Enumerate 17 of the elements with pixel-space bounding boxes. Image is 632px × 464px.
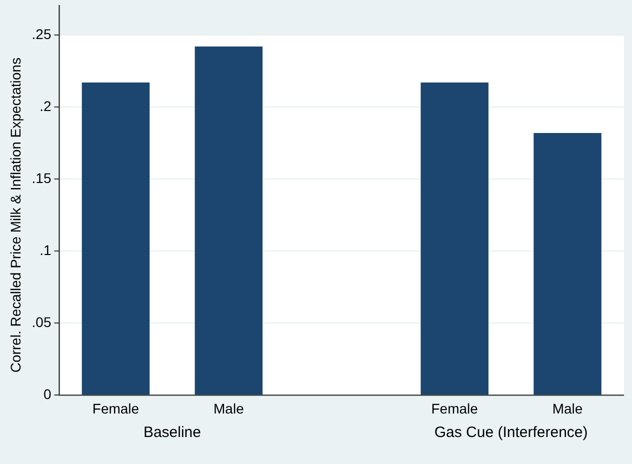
x-tick-label: Male (552, 400, 583, 416)
bar (534, 132, 602, 395)
y-tick-label: .05 (32, 314, 52, 330)
y-tick-label: .15 (32, 170, 52, 186)
bar (82, 82, 150, 395)
y-tick-label: 0 (43, 386, 52, 402)
x-tick-label: Female (431, 400, 478, 416)
y-axis-title: Correl. Recalled Price Milk & Inflation Expectations (7, 58, 24, 373)
text: Gas Cue (Interference) (434, 424, 588, 441)
y-tick-label: .25 (32, 26, 52, 42)
y-tick-label: .1 (40, 242, 52, 258)
x-tick-label: Male (214, 400, 244, 416)
bar (194, 46, 263, 395)
x-tick-label: Female (92, 400, 140, 416)
text: Baseline (143, 424, 201, 441)
bar (420, 82, 488, 395)
y-tick-label: .2 (40, 98, 52, 114)
